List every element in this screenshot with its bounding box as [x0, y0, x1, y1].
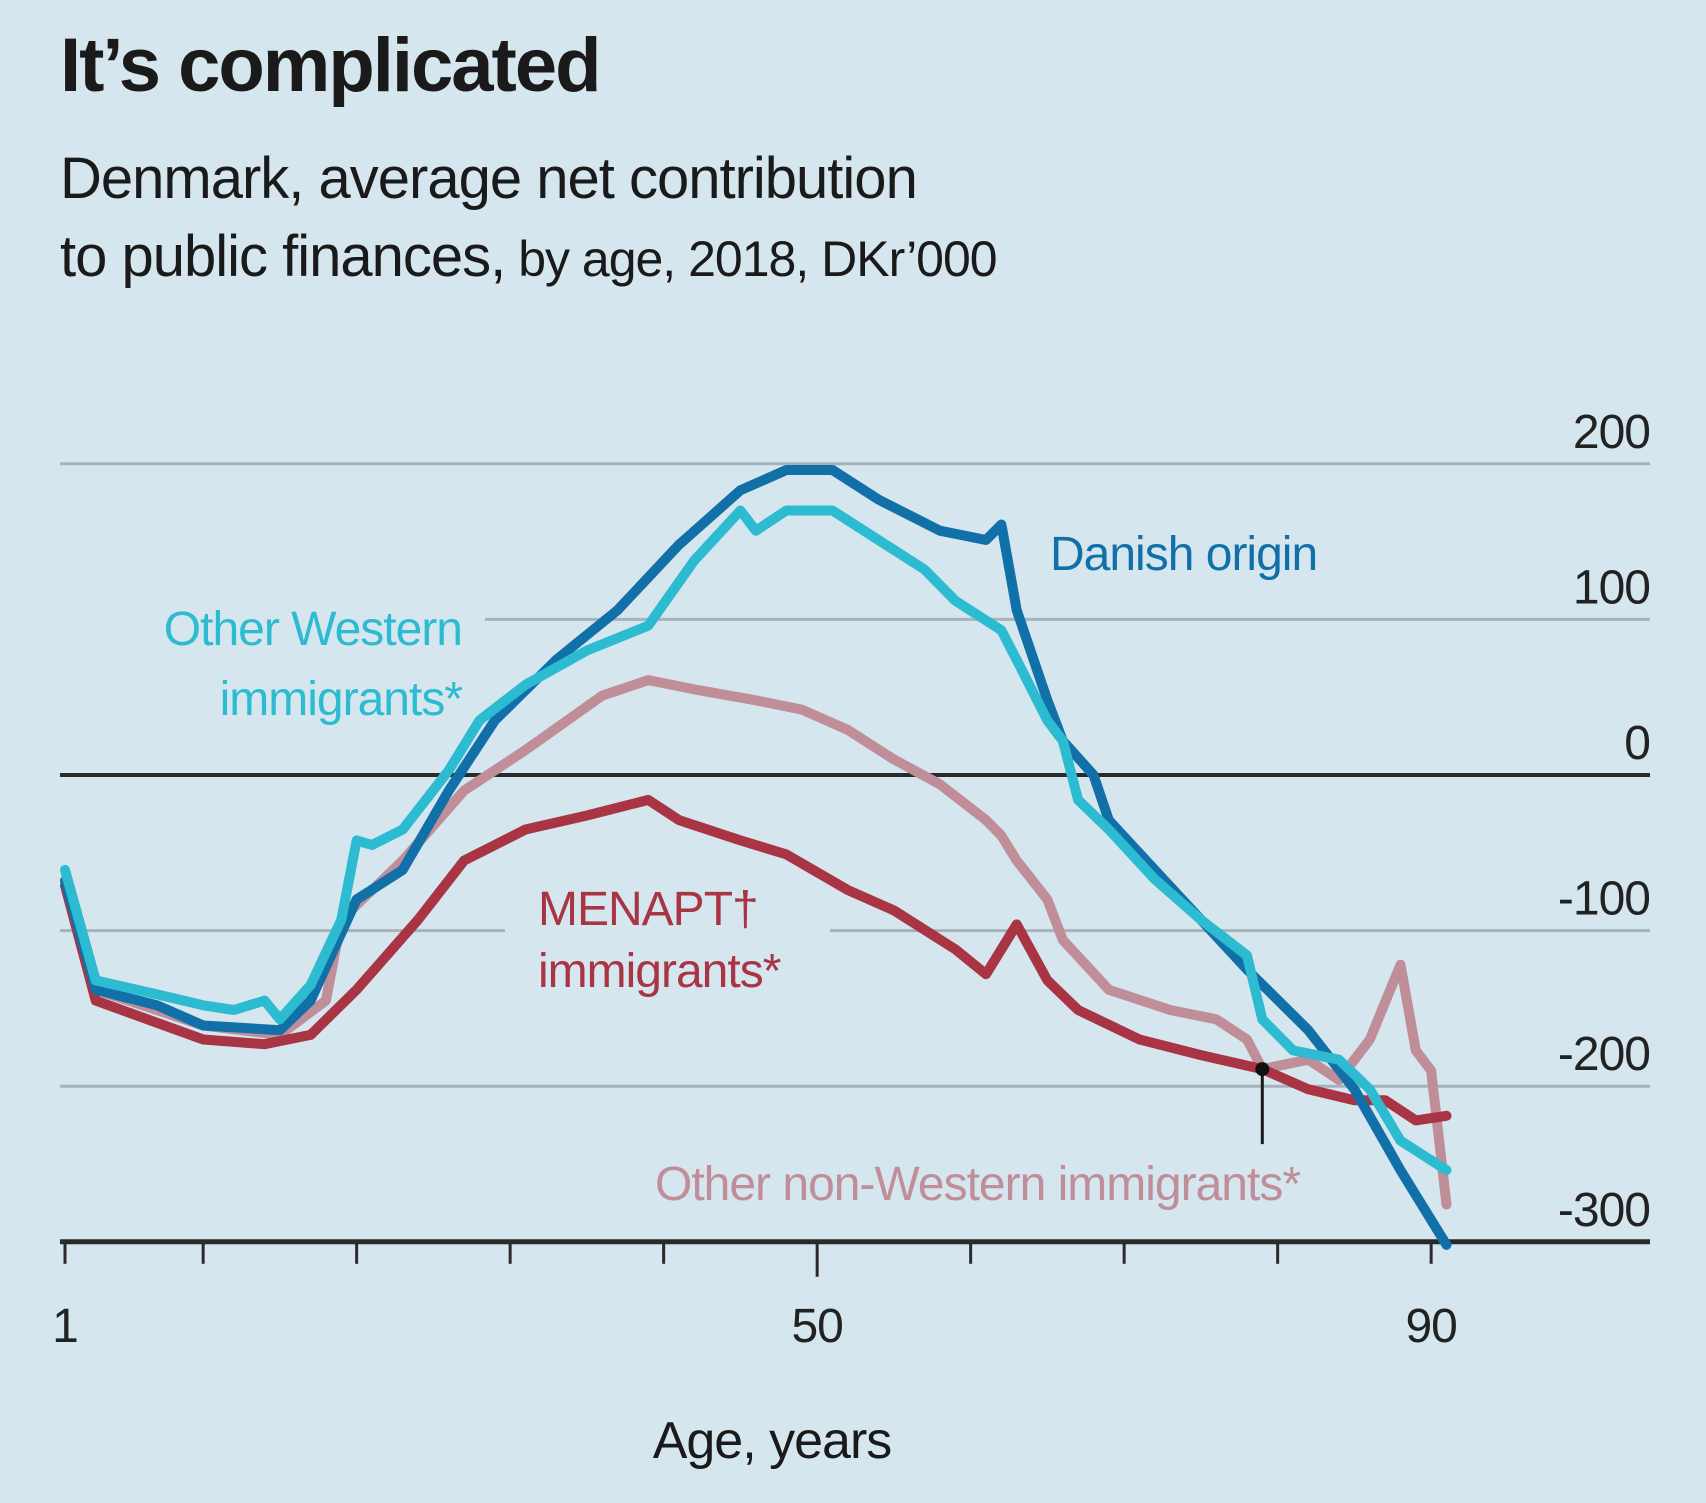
series-label-menapt-immigrants: MENAPT† immigrants*	[538, 883, 781, 998]
x-tick-label: 90	[1405, 1300, 1456, 1353]
series-label-line: MENAPT†	[538, 883, 758, 936]
chart-subtitle: Denmark, average net contribution to pub…	[60, 140, 1360, 298]
y-axis-ticks: 200 100 0 -100 -200 -300	[1558, 406, 1651, 1237]
subtitle-main: to public finances,	[60, 224, 506, 289]
series-label-line: Other Western	[164, 603, 462, 656]
y-tick-label: 200	[1573, 406, 1650, 459]
series-line-other-western-immigrants	[60, 505, 1452, 1176]
x-tick-label: 50	[791, 1300, 842, 1353]
series-label-other-non-western-immigrants: Other non-Western immigrants*	[655, 1158, 1300, 1211]
series-label-line: immigrants*	[538, 945, 781, 998]
y-tick-label: 100	[1573, 561, 1650, 614]
gridlines	[60, 462, 1650, 1088]
series-label-danish-origin: Danish origin	[1050, 528, 1317, 581]
subtitle-unit: by age, 2018, DKr’000	[505, 231, 997, 287]
chart-title: It’s complicated	[60, 23, 602, 108]
subtitle-line-1: Denmark, average net contribution	[60, 146, 918, 211]
series-line-other-non-western-immigrants	[60, 675, 1452, 1210]
y-tick-label: -200	[1558, 1028, 1650, 1081]
x-axis: 1 50 90	[52, 1239, 1650, 1353]
y-tick-label: -100	[1558, 873, 1650, 926]
annotation	[1255, 1062, 1270, 1145]
series-line-danish-origin	[60, 465, 1452, 1250]
y-tick-label: 0	[1624, 717, 1650, 770]
y-tick-label: -300	[1558, 1184, 1650, 1237]
series-label-line: Danish origin	[1050, 528, 1317, 581]
x-axis-label: Age, years	[653, 1412, 892, 1470]
series-label-line: immigrants*	[220, 673, 463, 726]
subtitle-line-2: to public finances, by age, 2018, DKr’00…	[60, 218, 1360, 298]
series-label-other-western-immigrants: Other Western immigrants*	[164, 603, 463, 726]
series-lines	[60, 465, 1452, 1250]
annotation-dot	[1255, 1062, 1270, 1077]
series-label-line: Other non-Western immigrants*	[655, 1158, 1300, 1211]
series-line-menapt-immigrants	[60, 794, 1452, 1126]
x-tick-label: 1	[52, 1300, 78, 1353]
